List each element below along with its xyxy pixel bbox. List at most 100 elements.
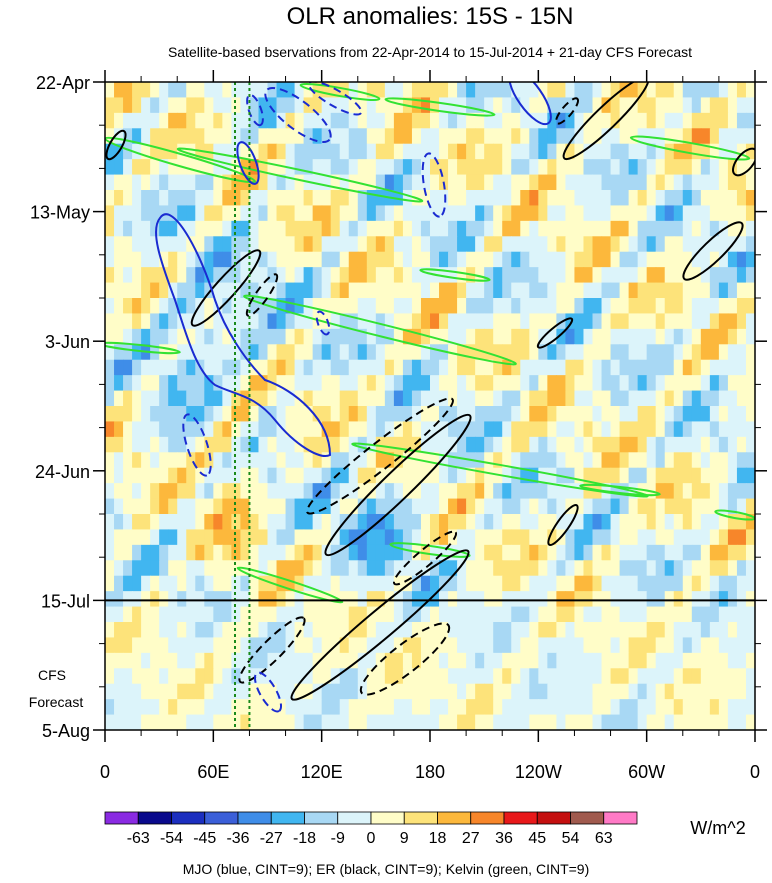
heatmap-cell: [538, 452, 548, 469]
heatmap-cell: [574, 483, 585, 500]
heatmap-cell: [475, 267, 485, 284]
heatmap-cell: [610, 205, 621, 222]
heatmap-cell: [204, 205, 214, 222]
heatmap-cell: [574, 220, 585, 237]
heatmap-cell: [745, 128, 755, 145]
heatmap-cell: [484, 529, 494, 546]
heatmap-cell: [493, 560, 503, 577]
heatmap-cell: [691, 344, 702, 361]
heatmap-cell: [565, 251, 576, 268]
heatmap-cell: [520, 174, 530, 191]
heatmap-cell: [402, 267, 413, 284]
heatmap-cell: [529, 328, 539, 345]
heatmap-cell: [132, 390, 142, 407]
heatmap-cell: [393, 344, 404, 361]
heatmap-cell: [529, 606, 539, 623]
heatmap-cell: [312, 128, 323, 145]
heatmap-cell: [637, 375, 648, 392]
heatmap-cell: [303, 699, 314, 716]
heatmap-cell: [222, 82, 232, 99]
heatmap-cell: [321, 251, 332, 268]
heatmap-cell: [493, 406, 503, 423]
heatmap-cell: [601, 467, 612, 484]
heatmap-cell: [691, 97, 702, 114]
heatmap-cell: [673, 267, 684, 284]
heatmap-cell: [168, 699, 178, 716]
heatmap-cell: [159, 436, 169, 453]
heatmap-cell: [628, 436, 639, 453]
heatmap-cell: [574, 97, 585, 114]
heatmap-cell: [466, 328, 476, 345]
heatmap-cell: [646, 174, 657, 191]
heatmap-cell: [745, 606, 755, 623]
heatmap-cell: [637, 97, 648, 114]
heatmap-cell: [556, 143, 567, 160]
heatmap-cell: [511, 159, 521, 176]
heatmap-cell: [132, 328, 142, 345]
heatmap-cell: [655, 606, 666, 623]
heatmap-cell: [520, 359, 530, 376]
heatmap-cell: [420, 112, 431, 129]
heatmap-cell: [267, 560, 278, 577]
heatmap-cell: [529, 483, 539, 500]
heatmap-cell: [475, 344, 485, 361]
heatmap-cell: [610, 421, 621, 438]
heatmap-cell: [267, 544, 278, 561]
heatmap-cell: [565, 359, 576, 376]
heatmap-cell: [132, 128, 142, 145]
heatmap-cell: [330, 591, 341, 608]
heatmap-cell: [258, 637, 269, 654]
heatmap-cell: [511, 375, 521, 392]
heatmap-cell: [619, 498, 630, 515]
heatmap-cell: [628, 467, 639, 484]
heatmap-cell: [114, 128, 124, 145]
heatmap-cell: [402, 668, 413, 685]
heatmap-cell: [574, 544, 585, 561]
heatmap-cell: [457, 498, 467, 515]
heatmap-cell: [457, 406, 467, 423]
heatmap-cell: [177, 406, 187, 423]
heatmap-cell: [556, 174, 567, 191]
heatmap-cell: [520, 714, 530, 730]
heatmap-cell: [682, 112, 693, 129]
heatmap-cell: [493, 344, 503, 361]
heatmap-cell: [745, 313, 755, 330]
heatmap-cell: [204, 344, 214, 361]
heatmap-cell: [565, 699, 576, 716]
heatmap-cell: [691, 467, 702, 484]
heatmap-cell: [556, 560, 567, 577]
heatmap-cell: [745, 236, 755, 253]
heatmap-cell: [673, 282, 684, 299]
heatmap-cell: [213, 406, 223, 423]
heatmap-cell: [384, 112, 395, 129]
heatmap-cell: [177, 205, 187, 222]
heatmap-cell: [610, 637, 621, 654]
heatmap-cell: [276, 190, 287, 207]
heatmap-cell: [709, 205, 720, 222]
heatmap-cell: [186, 267, 196, 284]
heatmap-cell: [114, 544, 124, 561]
heatmap-cell: [565, 591, 576, 608]
heatmap-cell: [186, 421, 196, 438]
heatmap-cell: [637, 190, 648, 207]
heatmap-cell: [411, 421, 422, 438]
heatmap-cell: [339, 529, 350, 546]
heatmap-cell: [204, 390, 214, 407]
heatmap-cell: [439, 560, 449, 577]
heatmap-cell: [159, 313, 169, 330]
heatmap-cell: [502, 683, 512, 700]
heatmap-cell: [348, 560, 359, 577]
heatmap-cell: [285, 112, 296, 129]
heatmap-cell: [646, 282, 657, 299]
heatmap-cell: [466, 344, 476, 361]
heatmap-cell: [430, 575, 440, 592]
heatmap-cell: [384, 143, 395, 160]
heatmap-cell: [439, 97, 449, 114]
heatmap-cell: [727, 344, 738, 361]
heatmap-cell: [682, 714, 693, 730]
heatmap-cell: [321, 328, 332, 345]
heatmap-cell: [420, 421, 431, 438]
heatmap-cell: [520, 606, 530, 623]
heatmap-cell: [511, 652, 521, 669]
heatmap-cell: [249, 190, 260, 207]
